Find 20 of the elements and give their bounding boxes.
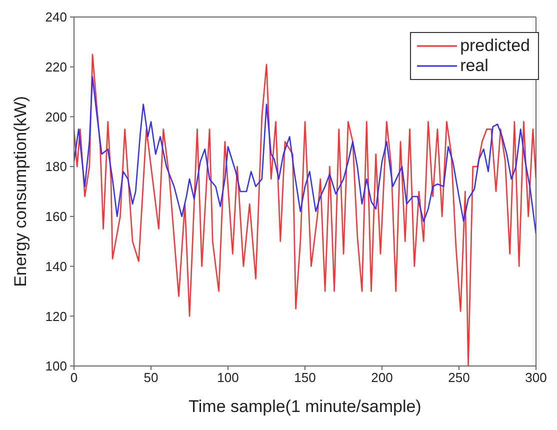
x-tick-label: 300	[525, 370, 547, 386]
x-axis-title: Time sample(1 minute/sample)	[188, 397, 422, 416]
x-tick-label: 100	[217, 370, 239, 386]
x-tick-label: 250	[448, 370, 470, 386]
x-tick-label: 0	[70, 370, 78, 386]
y-tick-label: 220	[45, 59, 67, 74]
legend-label: predicted	[460, 36, 530, 56]
y-axis-title: Energy consumption(kW)	[11, 96, 30, 287]
y-tick-label: 240	[45, 10, 67, 25]
y-tick-label: 100	[45, 358, 67, 374]
line-series	[74, 76, 536, 235]
legend-label: real	[460, 56, 488, 76]
y-tick-label: 120	[45, 308, 67, 324]
y-tick-label: 180	[45, 159, 67, 174]
y-tick-label: 200	[45, 109, 67, 124]
y-tick-label: 160	[45, 209, 67, 224]
x-tick-label: 150	[294, 370, 316, 386]
x-tick-label: 50	[144, 370, 158, 386]
y-tick-label: 140	[45, 258, 67, 274]
x-tick-label: 200	[371, 370, 393, 386]
